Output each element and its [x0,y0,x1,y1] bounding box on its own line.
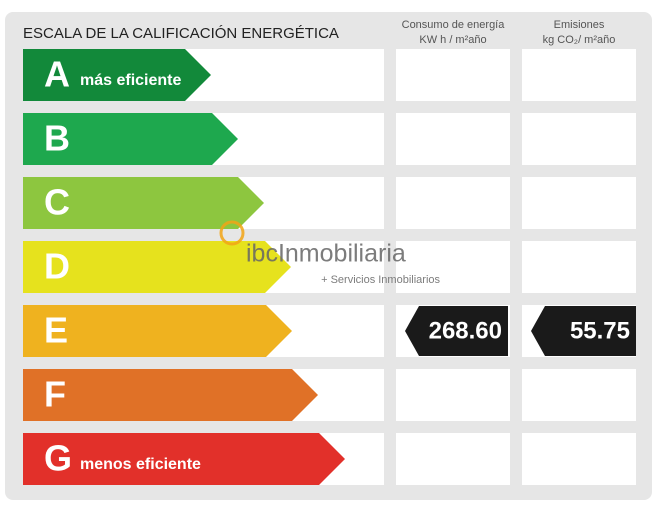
value-box [396,369,510,421]
watermark-brand: ibcInmobiliaria [246,240,406,268]
rating-arrow [23,433,345,485]
rating-arrow [23,369,318,421]
rating-arrow [23,305,292,357]
rating-letter: G [44,438,72,479]
rating-value: 55.75 [570,317,630,344]
rating-label: menos eficiente [80,456,201,473]
rating-letter: B [44,118,70,159]
rating-arrow [23,177,264,229]
value-box [396,241,510,293]
value-box [396,49,510,101]
title: ESCALA DE LA CALIFICACIÓN ENERGÉTICA [23,25,339,42]
rating-letter: E [44,310,68,351]
rating-letter: A [44,54,70,95]
column-title: Emisiones [554,19,605,31]
value-box [522,177,636,229]
rating-label: más eficiente [80,72,181,89]
rating-letter: F [44,374,66,415]
column-unit: kg CO₂/ m²año [543,34,616,46]
rating-letter: D [44,246,70,287]
value-box [396,177,510,229]
watermark: ibcInmobiliaria + Servicios Inmobiliario… [219,220,440,286]
watermark-logo [219,220,245,246]
value-box [396,113,510,165]
rating-arrow [23,49,211,101]
value-box [396,433,510,485]
watermark-tagline: + Servicios Inmobiliarios [321,274,440,286]
rating-arrow [23,241,291,293]
value-box [522,49,636,101]
column-title: Consumo de energía [402,19,506,31]
rating-value: 268.60 [429,317,502,344]
value-box [522,369,636,421]
column-unit: KW h / m²año [419,34,486,46]
rating-letter: C [44,182,70,223]
rating-arrow [23,113,238,165]
value-box [522,241,636,293]
value-box [522,433,636,485]
rating-marker [531,306,636,356]
rating-marker [405,306,508,356]
value-box [522,113,636,165]
